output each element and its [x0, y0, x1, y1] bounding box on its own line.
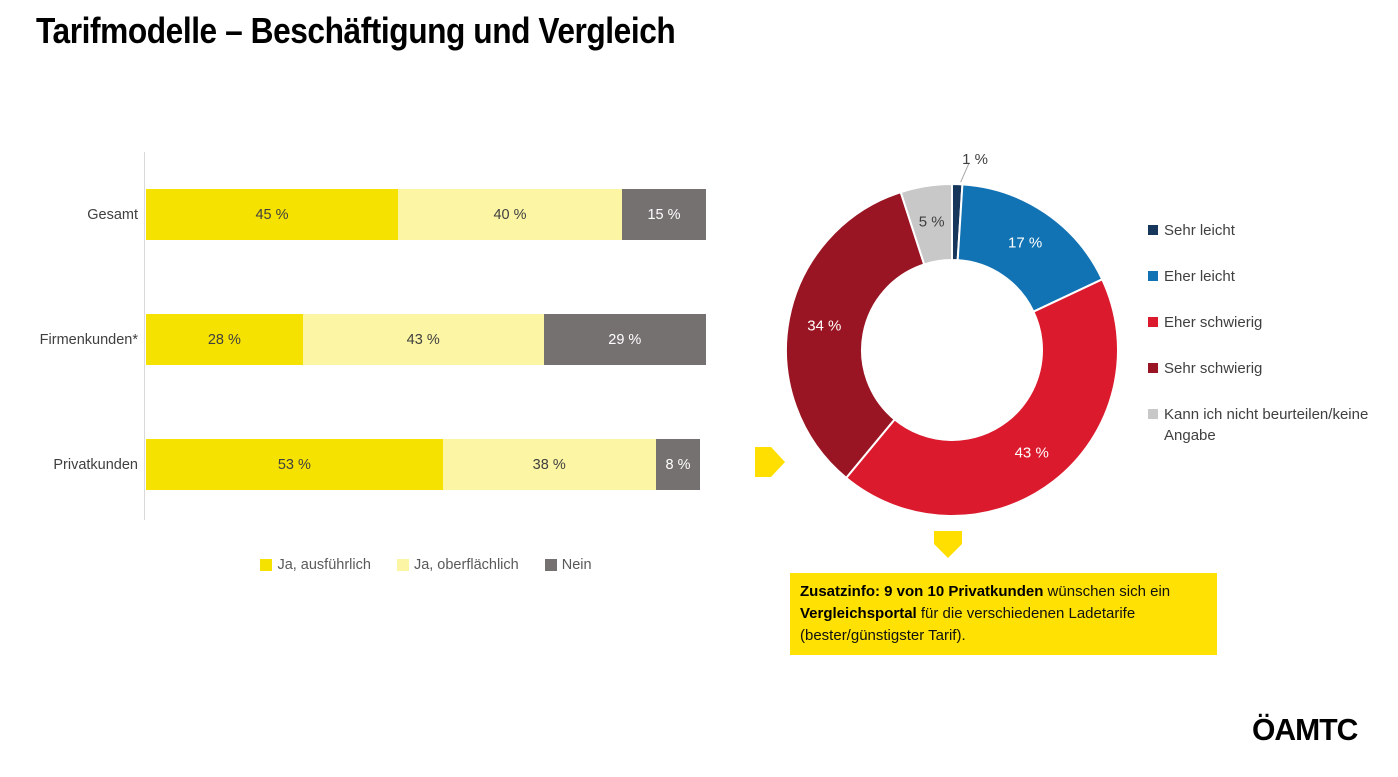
bar-segment: 43 %	[302, 314, 544, 365]
legend-item: Ja, oberflächlich	[396, 557, 519, 573]
category-label: Gesamt	[87, 206, 138, 223]
bar-segment: 15 %	[622, 189, 706, 240]
legend-swatch-icon	[260, 559, 273, 571]
bar-segment: 28 %	[146, 314, 303, 365]
zusatzinfo-bold-text: Zusatzinfo: 9 von 10 Privatkunden	[800, 583, 1044, 600]
bar-chart-axis-line	[144, 152, 145, 520]
bar-segment: 29 %	[543, 314, 706, 365]
down-arrow-icon	[934, 531, 962, 558]
donut-chart: 1 % 17 % 43 % 34 % 5 %	[784, 151, 1119, 517]
legend-swatch-icon	[1148, 363, 1158, 373]
category-label: Firmenkunden*	[39, 331, 138, 348]
donut-slice	[784, 190, 926, 480]
legend-item: Eher schwierig	[1148, 312, 1380, 333]
legend-label: Kann ich nicht beurteilen/keine Angabe	[1164, 406, 1369, 444]
legend-label: Eher schwierig	[1164, 314, 1263, 331]
donut-slice	[899, 182, 953, 266]
legend-item: Nein	[544, 557, 592, 573]
oamtc-logo: ÖAMTC	[1252, 712, 1358, 747]
bar-row: Firmenkunden* 28 % 43 % 29 %	[20, 314, 706, 365]
bar-row: Privatkunden 53 % 38 % 8 %	[20, 439, 706, 490]
bar-row: Gesamt 45 % 40 % 15 %	[20, 189, 706, 240]
legend-swatch-icon	[1148, 409, 1158, 419]
zusatzinfo-bold-text: Vergleichsportal	[800, 605, 917, 622]
legend-label: Sehr leicht	[1164, 222, 1235, 239]
legend-swatch-icon	[544, 559, 557, 571]
page-title: Tarifmodelle – Beschäftigung und Verglei…	[36, 10, 676, 51]
donut-chart-legend: Sehr leicht Eher leicht Eher schwierig Sehr…	[1148, 220, 1380, 471]
zusatzinfo-text: wünschen sich ein	[1043, 583, 1171, 600]
bar-segment: 40 %	[398, 189, 622, 240]
donut-value-label: 34 %	[807, 318, 841, 335]
legend-label: Nein	[561, 557, 592, 573]
legend-item: Sehr schwierig	[1148, 358, 1380, 379]
zusatzinfo-text: für die verschiedenen Ladetarife (bester…	[800, 605, 1136, 644]
right-arrow-icon	[755, 447, 785, 477]
donut-value-label: 1 %	[962, 151, 988, 168]
legend-swatch-icon	[396, 559, 409, 571]
legend-item: Eher leicht	[1148, 266, 1380, 287]
legend-label: Ja, oberflächlich	[413, 557, 519, 573]
legend-swatch-icon	[1148, 317, 1158, 327]
legend-label: Ja, ausführlich	[277, 557, 371, 573]
legend-item: Ja, ausführlich	[260, 557, 371, 573]
legend-item: Sehr leicht	[1148, 220, 1380, 241]
bar-chart-legend: Ja, ausführlich Ja, oberflächlich Nein	[146, 557, 706, 573]
donut-value-label: 5 %	[919, 214, 945, 231]
bar-segment: 45 %	[146, 189, 398, 240]
legend-swatch-icon	[1148, 225, 1158, 235]
bar-track: 45 % 40 % 15 %	[146, 189, 706, 240]
legend-label: Sehr schwierig	[1164, 360, 1263, 377]
bar-segment: 38 %	[442, 439, 656, 490]
bar-track: 53 % 38 % 8 %	[146, 439, 706, 490]
bar-segment: 8 %	[655, 439, 701, 490]
legend-swatch-icon	[1148, 271, 1158, 281]
label-leader-line	[960, 162, 970, 183]
donut-value-label: 17 %	[1008, 235, 1042, 252]
bar-segment: 53 %	[146, 439, 443, 490]
zusatzinfo-box: Zusatzinfo: 9 von 10 Privatkunden wünsch…	[790, 573, 1217, 655]
category-label: Privatkunden	[53, 456, 138, 473]
bar-track: 28 % 43 % 29 %	[146, 314, 706, 365]
donut-slice	[844, 277, 1119, 517]
legend-label: Eher leicht	[1164, 268, 1235, 285]
legend-item: Kann ich nicht beurteilen/keine Angabe	[1148, 404, 1380, 446]
donut-value-label: 43 %	[1015, 445, 1049, 462]
